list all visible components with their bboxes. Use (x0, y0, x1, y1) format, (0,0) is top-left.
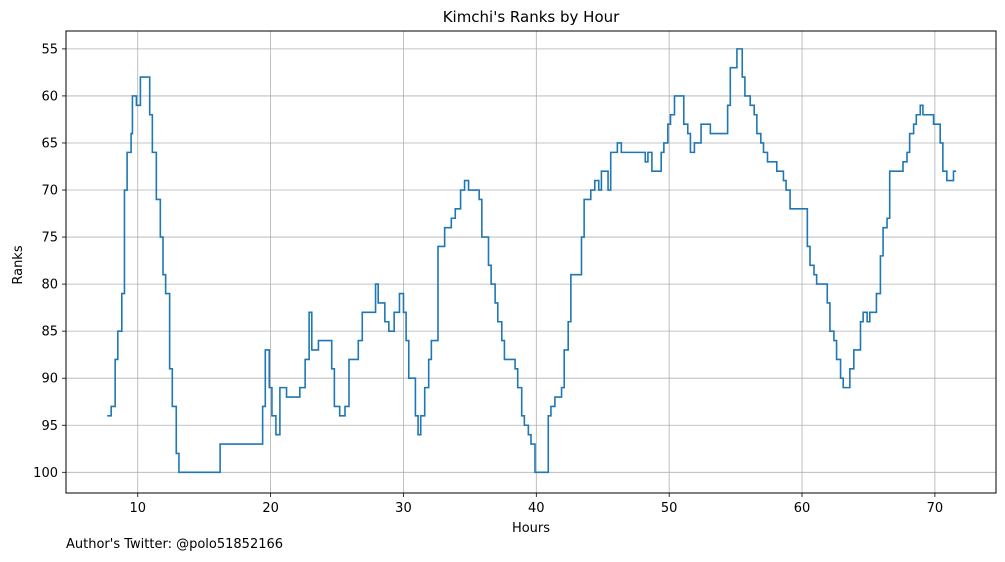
y-tick-label: 70 (41, 184, 58, 199)
y-tick-label: 55 (41, 42, 58, 57)
x-tick-label: 40 (528, 501, 545, 516)
series-layer (107, 48, 957, 474)
y-tick-label: 85 (41, 325, 58, 340)
y-tick-label: 100 (33, 466, 58, 481)
y-tick-label: 95 (41, 419, 58, 434)
author-credit: Author's Twitter: @polo51852166 (66, 537, 284, 552)
grid (66, 31, 996, 493)
x-axis: 10 20 30 40 50 60 70 (129, 493, 943, 516)
y-tick-label: 65 (41, 136, 58, 151)
x-tick-label: 30 (395, 501, 412, 516)
x-tick-label: 60 (794, 501, 811, 516)
x-tick-label: 50 (661, 501, 678, 516)
y-tick-label: 60 (41, 89, 58, 104)
plot-frame (65, 30, 997, 494)
y-tick-label: 80 (41, 278, 58, 293)
x-tick-label: 20 (262, 501, 279, 516)
y-axis: 55 60 65 70 75 80 85 90 95 100 (33, 42, 66, 481)
x-tick-label: 10 (129, 501, 146, 516)
x-tick-label: 70 (927, 501, 944, 516)
y-tick-label: 75 (41, 231, 58, 246)
y-axis-label: Ranks (11, 245, 26, 284)
chart-title: Kimchi's Ranks by Hour (443, 8, 620, 26)
x-axis-label: Hours (512, 521, 550, 536)
y-tick-label: 90 (41, 372, 58, 387)
rank-series-line (107, 48, 957, 474)
